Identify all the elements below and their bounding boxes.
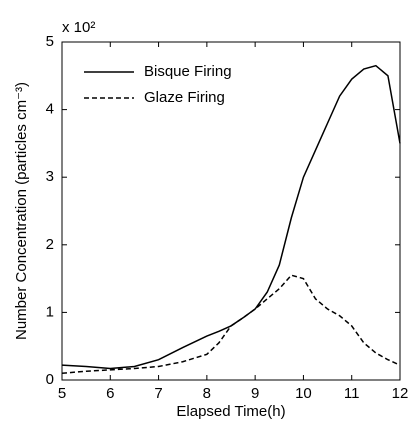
y-tick-label: 1 xyxy=(46,303,54,320)
y-tick-label: 4 xyxy=(46,101,54,118)
x-tick-label: 10 xyxy=(295,385,312,402)
x-tick-label: 12 xyxy=(392,385,409,402)
x-tick-label: 9 xyxy=(251,385,259,402)
x-tick-label: 7 xyxy=(154,385,162,402)
series-line xyxy=(61,274,401,374)
legend-label: Glaze Firing xyxy=(144,89,225,106)
x-tick-label: 6 xyxy=(106,385,114,402)
y-tick-label: 3 xyxy=(46,168,54,185)
x-axis-label: Elapsed Time(h) xyxy=(176,403,285,420)
y-multiplier: x 10² xyxy=(62,19,95,36)
y-tick-label: 5 xyxy=(46,33,54,50)
x-tick-label: 11 xyxy=(344,385,360,402)
y-tick-label: 2 xyxy=(46,236,54,253)
legend-label: Bisque Firing xyxy=(144,63,232,80)
plot-frame xyxy=(61,41,401,381)
x-tick-label: 5 xyxy=(58,385,66,402)
y-tick-label: 0 xyxy=(46,371,54,388)
y-axis-label: Number Concentration (particles cm⁻³) xyxy=(13,82,30,340)
series-line xyxy=(61,64,401,370)
x-tick-label: 8 xyxy=(203,385,211,402)
